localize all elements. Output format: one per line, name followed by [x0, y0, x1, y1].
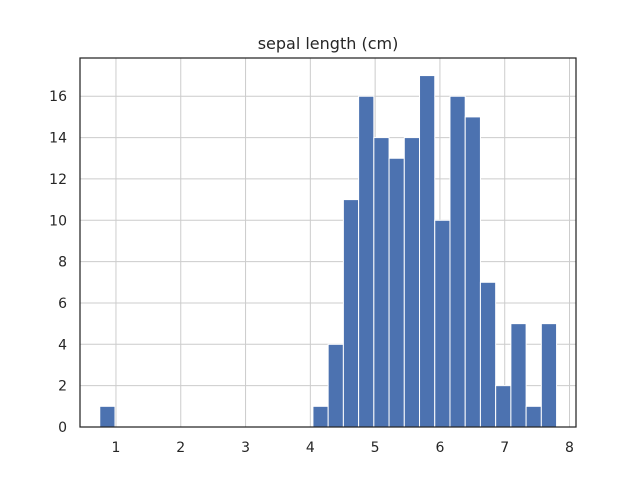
y-tick-label: 6 [58, 296, 67, 312]
x-tick-label: 4 [306, 440, 315, 456]
y-tick-label: 4 [58, 337, 67, 353]
histogram-bar [358, 95, 375, 428]
histogram-bar [403, 137, 421, 428]
histogram-bar [342, 199, 360, 428]
y-tick-label: 8 [58, 255, 67, 271]
bars [99, 75, 558, 428]
y-axis-ticks: 0 2 4 6 8 10 12 14 16 [49, 89, 67, 436]
x-tick-label: 8 [565, 440, 574, 456]
histogram-bar [540, 323, 558, 428]
histogram-bar [312, 405, 329, 428]
x-tick-label: 5 [371, 440, 380, 456]
y-tick-label: 2 [58, 379, 67, 395]
y-tick-label: 16 [49, 89, 67, 105]
histogram-bar [449, 95, 466, 428]
histogram-bar [479, 281, 497, 428]
y-tick-label: 0 [58, 420, 67, 436]
x-axis-ticks: 1 2 3 4 5 6 7 8 [111, 440, 573, 456]
x-tick-label: 1 [111, 440, 120, 456]
histogram-bar [327, 343, 344, 428]
plot-frame [79, 57, 577, 428]
histogram-bar [464, 116, 481, 428]
histogram-bar [419, 75, 436, 428]
y-tick-label: 10 [49, 213, 67, 229]
histogram-bar [434, 219, 451, 428]
chart-title: sepal length (cm) [258, 34, 399, 53]
histogram-bar [373, 137, 390, 428]
x-tick-label: 3 [241, 440, 250, 456]
y-tick-label: 14 [49, 131, 67, 147]
y-tick-label: 12 [49, 172, 67, 188]
histogram-bar [510, 323, 527, 428]
x-tick-label: 7 [500, 440, 509, 456]
x-tick-label: 6 [435, 440, 444, 456]
histogram-bar [388, 157, 405, 428]
x-tick-label: 2 [176, 440, 185, 456]
histogram-bar [99, 405, 116, 428]
histogram-bar [525, 405, 542, 428]
histogram-bar [495, 385, 512, 428]
